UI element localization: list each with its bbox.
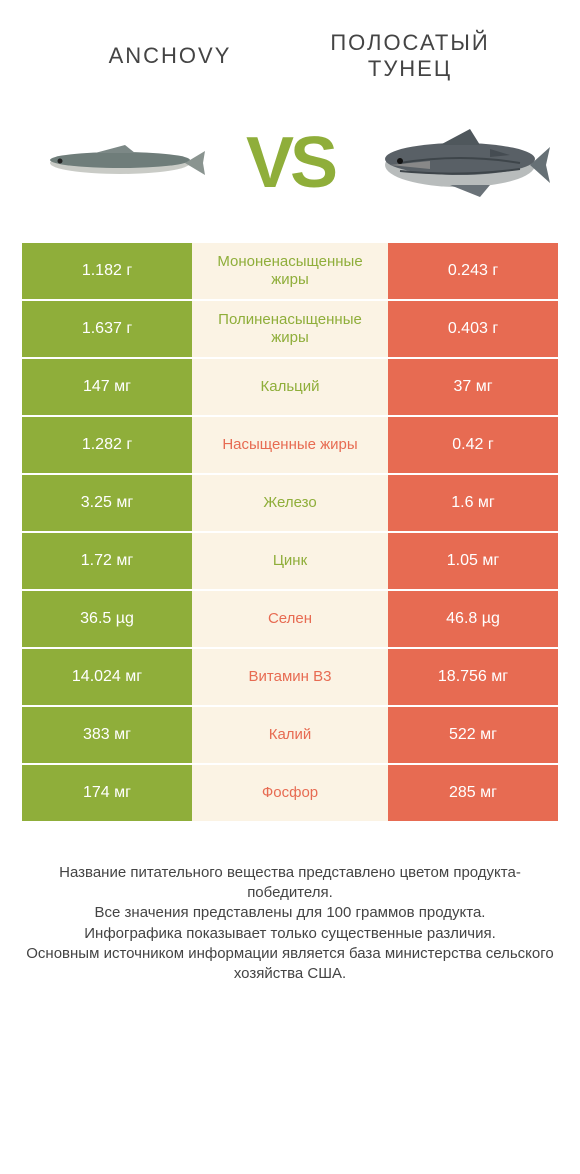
footer-line: Название питательного вещества представл… bbox=[20, 863, 560, 904]
table-row: 1.182 гМононенасыщенные жиры0.243 г bbox=[22, 243, 558, 299]
title-left: ANCHOVY bbox=[50, 43, 290, 69]
header: ANCHOVY ПОЛОСАТЫЙ ТУНЕЦ bbox=[0, 0, 580, 103]
value-left: 3.25 мг bbox=[22, 475, 192, 531]
footer-line: Основным источником информации является … bbox=[20, 944, 560, 985]
value-right: 0.403 г bbox=[388, 301, 558, 357]
value-right: 285 мг bbox=[388, 765, 558, 821]
value-right: 1.6 мг bbox=[388, 475, 558, 531]
nutrient-label: Мононенасыщенные жиры bbox=[192, 243, 388, 299]
value-left: 174 мг bbox=[22, 765, 192, 821]
footer-line: Инфографика показывает только существенн… bbox=[20, 924, 560, 944]
nutrient-label: Витамин B3 bbox=[192, 649, 388, 705]
value-left: 36.5 µg bbox=[22, 591, 192, 647]
value-left: 1.182 г bbox=[22, 243, 192, 299]
title-right: ПОЛОСАТЫЙ ТУНЕЦ bbox=[290, 30, 530, 83]
value-right: 37 мг bbox=[388, 359, 558, 415]
value-left: 383 мг bbox=[22, 707, 192, 763]
nutrient-label: Цинк bbox=[192, 533, 388, 589]
anchovy-image bbox=[10, 133, 231, 193]
value-left: 1.72 мг bbox=[22, 533, 192, 589]
nutrient-label: Фосфор bbox=[192, 765, 388, 821]
table-row: 147 мгКальций37 мг bbox=[22, 359, 558, 415]
vs-label: VS bbox=[241, 127, 339, 199]
table-row: 36.5 µgСелен46.8 µg bbox=[22, 591, 558, 647]
table-row: 1.637 гПолиненасыщенные жиры0.403 г bbox=[22, 301, 558, 357]
table-row: 14.024 мгВитамин B318.756 мг bbox=[22, 649, 558, 705]
table-row: 383 мгКалий522 мг bbox=[22, 707, 558, 763]
comparison-table: 1.182 гМононенасыщенные жиры0.243 г1.637… bbox=[0, 243, 580, 821]
value-left: 1.282 г bbox=[22, 417, 192, 473]
value-right: 46.8 µg bbox=[388, 591, 558, 647]
table-row: 1.72 мгЦинк1.05 мг bbox=[22, 533, 558, 589]
value-right: 1.05 мг bbox=[388, 533, 558, 589]
nutrient-label: Селен bbox=[192, 591, 388, 647]
table-row: 3.25 мгЖелезо1.6 мг bbox=[22, 475, 558, 531]
value-left: 1.637 г bbox=[22, 301, 192, 357]
tuna-image bbox=[349, 123, 570, 203]
value-right: 522 мг bbox=[388, 707, 558, 763]
nutrient-label: Железо bbox=[192, 475, 388, 531]
table-row: 1.282 гНасыщенные жиры0.42 г bbox=[22, 417, 558, 473]
vs-row: VS bbox=[0, 103, 580, 243]
value-right: 0.243 г bbox=[388, 243, 558, 299]
footer-notes: Название питательного вещества представл… bbox=[0, 823, 580, 985]
nutrient-label: Полиненасыщенные жиры bbox=[192, 301, 388, 357]
value-left: 14.024 мг bbox=[22, 649, 192, 705]
value-left: 147 мг bbox=[22, 359, 192, 415]
table-row: 174 мгФосфор285 мг bbox=[22, 765, 558, 821]
footer-line: Все значения представлены для 100 граммо… bbox=[20, 903, 560, 923]
nutrient-label: Насыщенные жиры bbox=[192, 417, 388, 473]
nutrient-label: Кальций bbox=[192, 359, 388, 415]
value-right: 18.756 мг bbox=[388, 649, 558, 705]
nutrient-label: Калий bbox=[192, 707, 388, 763]
value-right: 0.42 г bbox=[388, 417, 558, 473]
